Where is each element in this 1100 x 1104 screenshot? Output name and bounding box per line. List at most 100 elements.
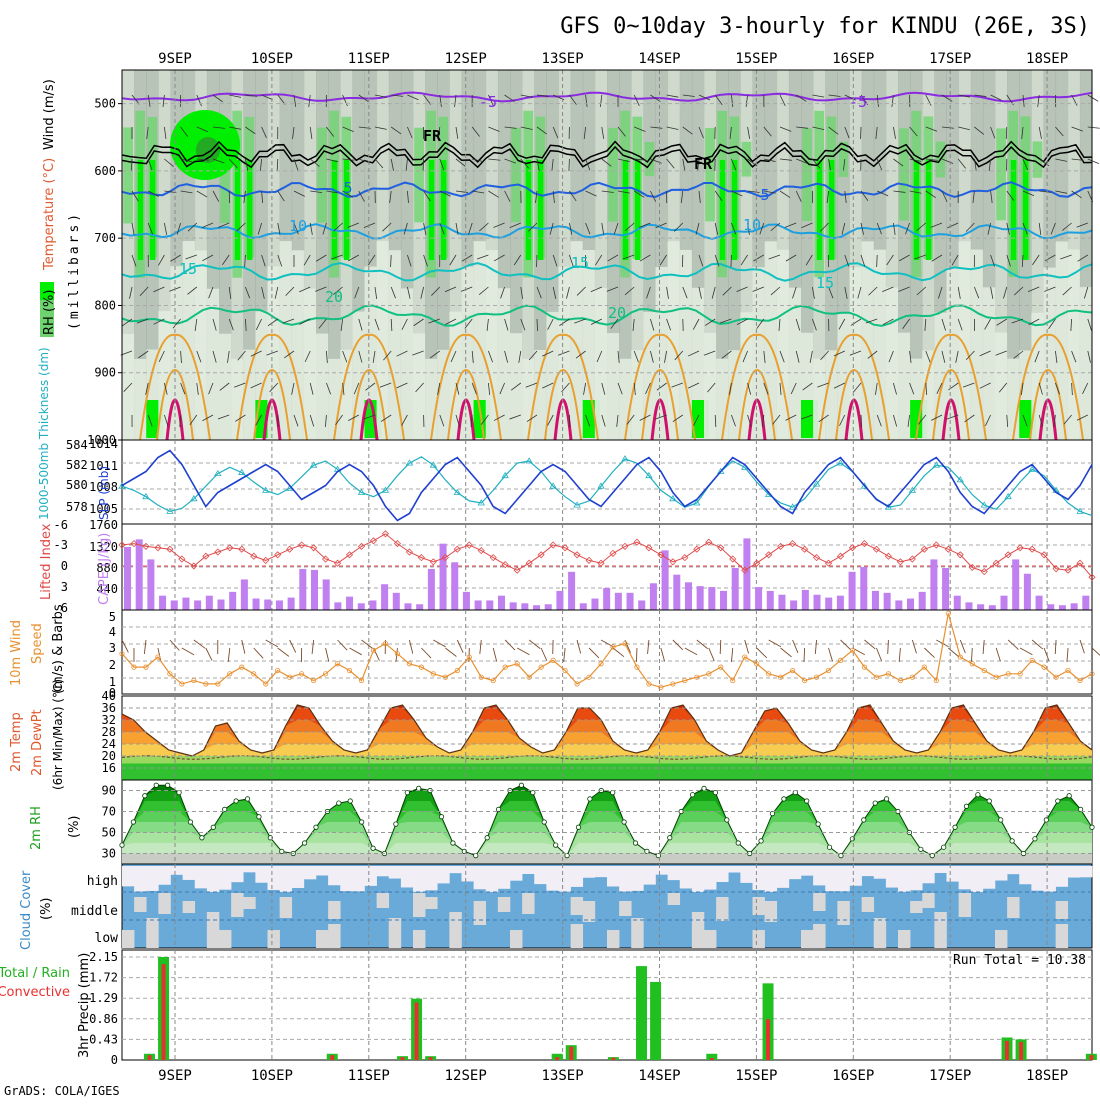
high-cloud-block: [474, 866, 486, 889]
cape-bar: [603, 588, 610, 610]
high-cloud-block: [668, 866, 680, 880]
cape-bar: [404, 603, 411, 610]
rh-marker: [131, 820, 135, 824]
cape-bar: [147, 559, 154, 610]
rh-marker: [999, 818, 1003, 822]
cape-bar: [930, 559, 937, 610]
rh-moist-band: [317, 128, 327, 223]
high-cloud-block: [389, 866, 401, 879]
rh-marker: [588, 797, 592, 801]
contour-label: 15: [571, 254, 589, 272]
wind-barb: [1006, 127, 1007, 139]
high-cloud-block: [571, 866, 583, 887]
high-cloud-block: [934, 866, 946, 873]
middle-cloud-block: [1007, 897, 1019, 918]
wind-tick-label: 5: [109, 610, 116, 624]
rh-saturated-band: [914, 160, 919, 260]
high-cloud-block: [352, 866, 364, 891]
high-cloud-block: [680, 866, 692, 888]
precip-total-bar: [650, 982, 661, 1060]
rh-band: [122, 854, 1092, 865]
low-cloud-block: [692, 912, 704, 948]
cape-bar: [1059, 605, 1066, 610]
rh-marker: [542, 820, 546, 824]
rh-saturated-band: [732, 160, 737, 260]
rh-low-band: [850, 267, 863, 440]
thickness-tick-label: 584: [66, 438, 88, 452]
precip-convective-bar: [1005, 1041, 1009, 1060]
rh-marker: [474, 853, 478, 857]
rh-saturated-band: [441, 160, 446, 260]
high-cloud-block: [753, 866, 765, 890]
rh-marker: [485, 836, 489, 840]
high-cloud-block: [959, 866, 971, 889]
high-cloud-block: [874, 866, 886, 879]
cape-bar: [685, 582, 692, 610]
high-cloud-block: [292, 866, 304, 888]
rh-marker: [964, 804, 968, 808]
rh-marker: [234, 799, 238, 803]
rh-marker: [337, 801, 341, 805]
cape-bar: [790, 600, 797, 610]
high-cloud-block: [886, 866, 898, 888]
high-cloud-block: [813, 866, 825, 885]
rh-saturated-band: [926, 160, 931, 260]
low-cloud-block: [268, 930, 280, 948]
bottom-date-label: 11SEP: [348, 1068, 390, 1084]
middle-cloud-block: [813, 893, 825, 911]
high-cloud-block: [171, 866, 183, 875]
rh-low-band: [753, 267, 766, 440]
contour-label: 20: [608, 304, 626, 322]
cape-bar: [241, 579, 248, 610]
top-date-label: 15SEP: [735, 51, 777, 67]
bottom-date-label: 9SEP: [158, 1068, 192, 1084]
high-cloud-block: [1019, 866, 1031, 884]
lifted-index-tick-label: -6: [54, 518, 68, 532]
rh-low-band: [789, 288, 802, 440]
rh-moist-band: [511, 128, 521, 222]
precip-tick-label: 1.29: [89, 991, 118, 1005]
rh-low-band: [522, 359, 535, 440]
lifted-index-tick-label: 0: [61, 559, 68, 573]
cape-bar: [638, 600, 645, 610]
precip-tick-label: 0.86: [89, 1012, 118, 1026]
cape-axis-label: CAPE (J/kg): [97, 533, 112, 605]
high-cloud-block: [595, 866, 607, 877]
rh-marker: [1033, 837, 1037, 841]
bottom-date-label: 16SEP: [832, 1068, 874, 1084]
rh-marker: [702, 786, 706, 790]
thickness-axis-label: 1000-500mb Thickness (dm): [37, 347, 51, 520]
high-cloud-block: [546, 866, 558, 891]
rh-low-band: [704, 333, 717, 440]
cloud-level-label: low: [95, 931, 119, 946]
middle-cloud-block: [571, 897, 583, 915]
cape-bar: [802, 590, 809, 610]
low-cloud-block: [874, 918, 886, 948]
middle-cloud-block: [474, 901, 486, 925]
high-cloud-block: [898, 866, 910, 892]
temp2m-label-1: 2m Temp: [9, 712, 24, 772]
rh-marker: [690, 793, 694, 797]
low-cloud-block: [389, 918, 401, 948]
cape-bar: [323, 579, 330, 610]
wind-tick-label: 2: [109, 658, 116, 672]
cape-bar: [498, 596, 505, 610]
top-date-label: 12SEP: [445, 51, 487, 67]
cape-bar: [708, 587, 715, 610]
rh-moist-band: [899, 128, 909, 220]
rh-marker: [519, 783, 523, 787]
rh-low-band: [425, 359, 438, 440]
rh-tick-label: 50: [102, 826, 116, 840]
rh-marker: [839, 853, 843, 857]
cape-bar: [673, 575, 680, 610]
cape-bar: [311, 570, 318, 610]
slp-axis-label: SLP (mb): [97, 466, 111, 520]
rh-marker: [200, 836, 204, 840]
precip-convective-bar: [148, 1055, 152, 1060]
high-cloud-block: [534, 866, 546, 884]
middle-cloud-block: [522, 893, 534, 914]
rh-saturated-band: [538, 160, 543, 260]
